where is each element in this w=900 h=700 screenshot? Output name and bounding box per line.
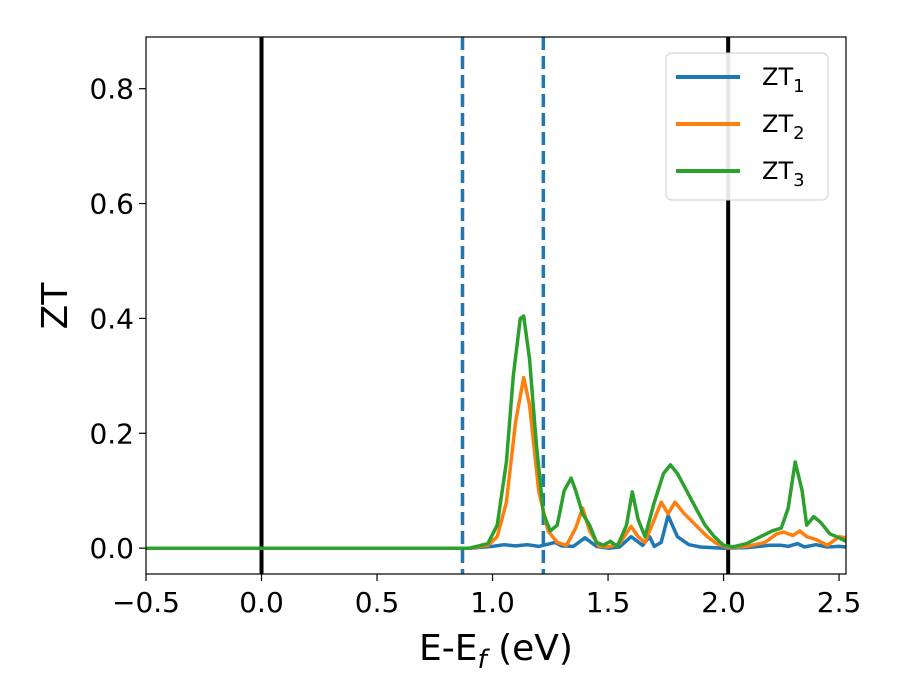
y-tick-label: 0.2 bbox=[89, 417, 134, 450]
y-tick-label: 0.0 bbox=[89, 532, 134, 565]
series-line-zt1 bbox=[146, 513, 846, 550]
y-tick-label: 0.8 bbox=[89, 73, 134, 106]
x-tick-label: 0.5 bbox=[355, 586, 400, 619]
y-axis-title: ZT bbox=[35, 282, 76, 330]
x-axis: −0.5 0.0 0.5 1.0 1.5 2.0 2.5 bbox=[112, 574, 861, 619]
y-tick-label: 0.4 bbox=[89, 302, 134, 335]
legend-label-zt1: ZT1 bbox=[762, 63, 805, 97]
x-axis-title-main: E-E bbox=[419, 628, 477, 669]
plot-frame bbox=[145, 36, 847, 575]
legend-label-zt3: ZT3 bbox=[762, 157, 805, 191]
series-line-zt3 bbox=[146, 314, 846, 550]
x-tick-label: 2.0 bbox=[701, 586, 746, 619]
x-tick-label: 2.5 bbox=[817, 586, 862, 619]
x-tick-label: 0.0 bbox=[239, 586, 284, 619]
y-tick-label: 0.6 bbox=[89, 188, 134, 221]
x-tick-label: 1.0 bbox=[470, 586, 515, 619]
x-axis-title: E-Ef (eV) bbox=[419, 628, 573, 675]
legend-label-zt2: ZT2 bbox=[762, 110, 805, 144]
series-line-zt2 bbox=[146, 375, 846, 550]
x-tick-label: 1.5 bbox=[586, 586, 631, 619]
x-tick-label: −0.5 bbox=[112, 586, 180, 619]
legend: ZT1 ZT2 ZT3 bbox=[665, 52, 829, 201]
legend-box bbox=[665, 52, 829, 201]
x-axis-title-suffix: (eV) bbox=[487, 628, 573, 669]
y-axis: 0.0 0.2 0.4 0.6 0.8 bbox=[89, 73, 146, 565]
